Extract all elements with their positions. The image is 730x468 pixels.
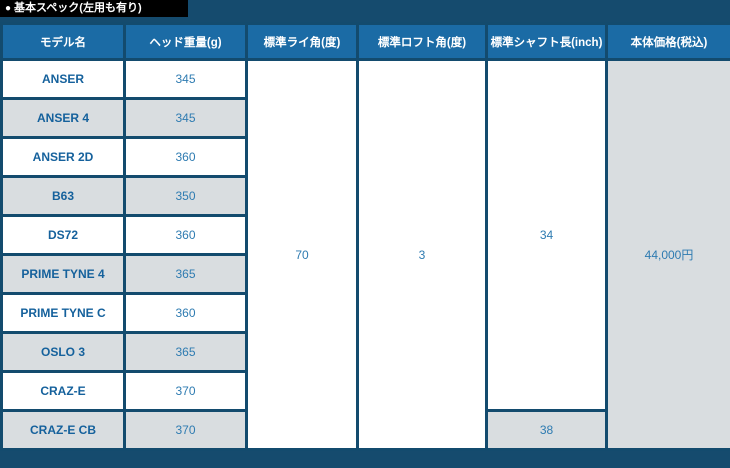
loft-angle-cell: 3: [356, 58, 488, 451]
weight-cell: 370: [123, 409, 248, 451]
model-cell: ANSER: [0, 58, 126, 100]
model-cell: PRIME TYNE C: [0, 292, 126, 334]
weight-cell: 350: [123, 175, 248, 217]
table-row: B63 350: [0, 175, 730, 217]
shaft-length-cell: 34: [485, 58, 608, 412]
section-title-bar: ● 基本スペック(左用も有り): [0, 0, 188, 17]
model-cell: OSLO 3: [0, 331, 126, 373]
table-row: DS72 360: [0, 214, 730, 256]
col-header-loft-angle: 標準ロフト角(度): [356, 22, 488, 61]
weight-cell: 365: [123, 253, 248, 295]
model-cell: ANSER 2D: [0, 136, 126, 178]
weight-cell: 345: [123, 97, 248, 139]
table-row: PRIME TYNE C 360: [0, 292, 730, 334]
table-row: ANSER 4 345: [0, 97, 730, 139]
price-cell: 44,000円: [605, 58, 730, 451]
model-cell: CRAZ-E CB: [0, 409, 126, 451]
weight-cell: 370: [123, 370, 248, 412]
table-row: ANSER 2D 360: [0, 136, 730, 178]
table-row: ANSER 345 70 3 34 44,000円: [0, 58, 730, 451]
col-header-model: モデル名: [0, 22, 126, 61]
weight-cell: 345: [123, 58, 248, 100]
col-header-shaft-length: 標準シャフト長(inch): [485, 22, 608, 61]
header-row: モデル名 ヘッド重量(g) 標準ライ角(度) 標準ロフト角(度) 標準シャフト長…: [0, 22, 730, 61]
section-title: 基本スペック(左用も有り): [14, 2, 142, 14]
lie-angle-cell: 70: [245, 58, 359, 451]
shaft-length-last-cell: 38: [485, 409, 608, 451]
model-cell: DS72: [0, 214, 126, 256]
table-row: PRIME TYNE 4 365: [0, 253, 730, 295]
weight-cell: 360: [123, 292, 248, 334]
table-row: CRAZ-E CB 370 38: [0, 409, 730, 451]
model-cell: PRIME TYNE 4: [0, 253, 126, 295]
model-cell: B63: [0, 175, 126, 217]
bullet-icon: ●: [5, 3, 12, 14]
model-cell: ANSER 4: [0, 97, 126, 139]
col-header-lie-angle: 標準ライ角(度): [245, 22, 359, 61]
weight-cell: 360: [123, 136, 248, 178]
model-cell: CRAZ-E: [0, 370, 126, 412]
weight-cell: 360: [123, 214, 248, 256]
col-header-price: 本体価格(税込): [605, 22, 730, 61]
table-row: CRAZ-E 370: [0, 370, 730, 412]
table-row: OSLO 3 365: [0, 331, 730, 373]
col-header-head-weight: ヘッド重量(g): [123, 22, 248, 61]
spec-table: モデル名 ヘッド重量(g) 標準ライ角(度) 標準ロフト角(度) 標準シャフト長…: [0, 22, 730, 451]
weight-cell: 365: [123, 331, 248, 373]
